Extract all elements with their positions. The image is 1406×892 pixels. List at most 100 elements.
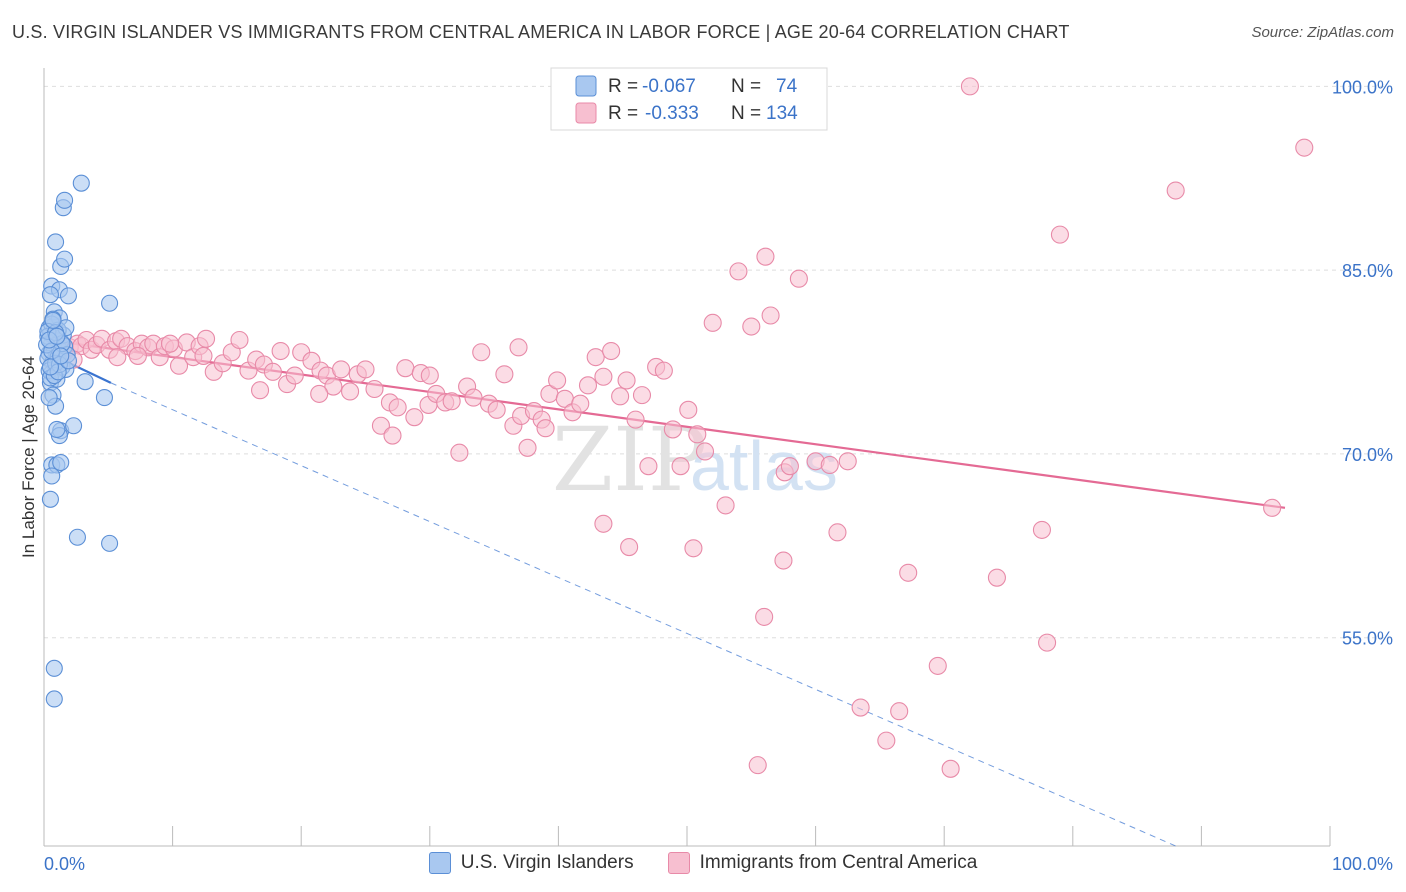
stats-legend-pink-swatch	[575, 102, 597, 124]
pink-point	[420, 366, 439, 385]
pink-point	[388, 398, 407, 417]
pink-point	[729, 262, 748, 281]
pink-point	[196, 329, 216, 348]
pink-point	[1050, 225, 1069, 244]
blue-point	[65, 417, 83, 435]
blue-point	[47, 233, 65, 251]
x-tick-label-left: 0.0%	[44, 854, 85, 874]
pink-point	[679, 400, 698, 419]
pink-point	[271, 341, 290, 361]
blue-point	[43, 467, 61, 485]
pink-point	[620, 538, 639, 557]
legend-label-central-america: Immigrants from Central America	[699, 852, 978, 873]
pink-point	[688, 425, 707, 444]
pink-point	[838, 452, 857, 471]
pink-point	[442, 392, 461, 411]
pink-point	[684, 539, 703, 558]
pink-point	[755, 607, 774, 626]
pink-point	[578, 376, 598, 395]
y-tick-labels: 100.0% 85.0% 70.0% 55.0%	[1332, 77, 1393, 648]
pink-series-points	[47, 77, 1314, 778]
y-axis-label: In Labor Force | Age 20-64	[19, 356, 38, 558]
pink-point	[820, 455, 839, 475]
pink-point	[851, 698, 870, 717]
pink-point	[780, 457, 799, 476]
pink-point	[405, 408, 424, 427]
pink-point	[748, 756, 767, 775]
blue-point	[72, 174, 90, 192]
blue-point	[56, 250, 74, 268]
pink-point	[285, 366, 304, 385]
pink-point	[108, 348, 127, 367]
y-tick-label: 85.0%	[1342, 261, 1393, 281]
pink-point	[230, 330, 249, 350]
pink-point	[464, 388, 483, 407]
pink-point	[594, 367, 613, 386]
pink-point	[928, 656, 947, 675]
blue-point	[41, 358, 59, 376]
blue-point	[101, 534, 119, 552]
pink-point	[1295, 138, 1314, 157]
source-credit: Source: ZipAtlas.com	[1251, 24, 1394, 41]
axes	[43, 68, 1331, 847]
pink-point	[663, 420, 682, 439]
pink-point	[356, 360, 375, 379]
legend-swatch-blue	[428, 852, 451, 874]
pink-point	[1263, 498, 1282, 517]
legend-item-central-america: Immigrants from Central America	[667, 852, 978, 874]
stats-n-value-1: 74	[776, 76, 798, 97]
pink-point	[536, 419, 555, 438]
blue-series-points	[38, 174, 119, 708]
stats-r-label-2: R =	[608, 103, 638, 124]
pink-point	[518, 438, 537, 457]
stats-n-label-1: N =	[731, 76, 761, 97]
pink-point	[450, 443, 469, 462]
chart-title: U.S. VIRGIN ISLANDER VS IMMIGRANTS FROM …	[12, 22, 1070, 42]
blue-point	[56, 191, 74, 209]
pink-point	[1032, 520, 1051, 539]
blue-point	[101, 294, 119, 312]
pink-point	[716, 496, 735, 515]
y-tick-label: 100.0%	[1332, 77, 1393, 97]
stats-legend: R = -0.067 N = 74 R = -0.333 N = 134	[550, 67, 828, 131]
pink-point	[941, 759, 960, 778]
pink-point	[310, 384, 329, 403]
pink-point	[632, 386, 652, 405]
pink-point	[1038, 633, 1057, 652]
blue-point	[44, 311, 62, 329]
pink-point	[987, 568, 1006, 587]
blue-point	[68, 528, 86, 546]
pink-point	[890, 702, 909, 721]
pink-point	[324, 377, 343, 396]
pink-point	[383, 426, 402, 445]
pink-point	[495, 365, 514, 384]
y-tick-label: 70.0%	[1342, 445, 1393, 465]
pink-point	[487, 400, 506, 419]
pink-point	[341, 382, 360, 401]
pink-point	[509, 338, 528, 357]
blue-point	[45, 690, 63, 708]
bottom-legend: U.S. Virgin Islanders Immigrants from Ce…	[0, 852, 1406, 874]
pink-point	[250, 381, 270, 400]
pink-point	[703, 313, 722, 332]
pink-point	[960, 77, 979, 96]
pink-point	[742, 317, 761, 336]
pink-point	[828, 523, 847, 542]
pink-point	[611, 387, 630, 406]
blue-point	[76, 373, 94, 391]
pink-point	[761, 306, 780, 325]
blue-point	[41, 490, 59, 508]
pink-point	[332, 360, 351, 379]
pink-point	[671, 457, 690, 476]
pink-point	[396, 359, 415, 378]
stats-r-label-1: R =	[608, 76, 638, 97]
pink-point	[756, 247, 775, 266]
pink-point	[594, 514, 613, 533]
pink-point	[548, 371, 567, 390]
blue-point	[48, 327, 66, 345]
blue-point	[48, 420, 66, 438]
stats-n-value-2: 134	[766, 103, 798, 124]
pink-point	[571, 394, 590, 413]
blue-point	[95, 389, 113, 407]
